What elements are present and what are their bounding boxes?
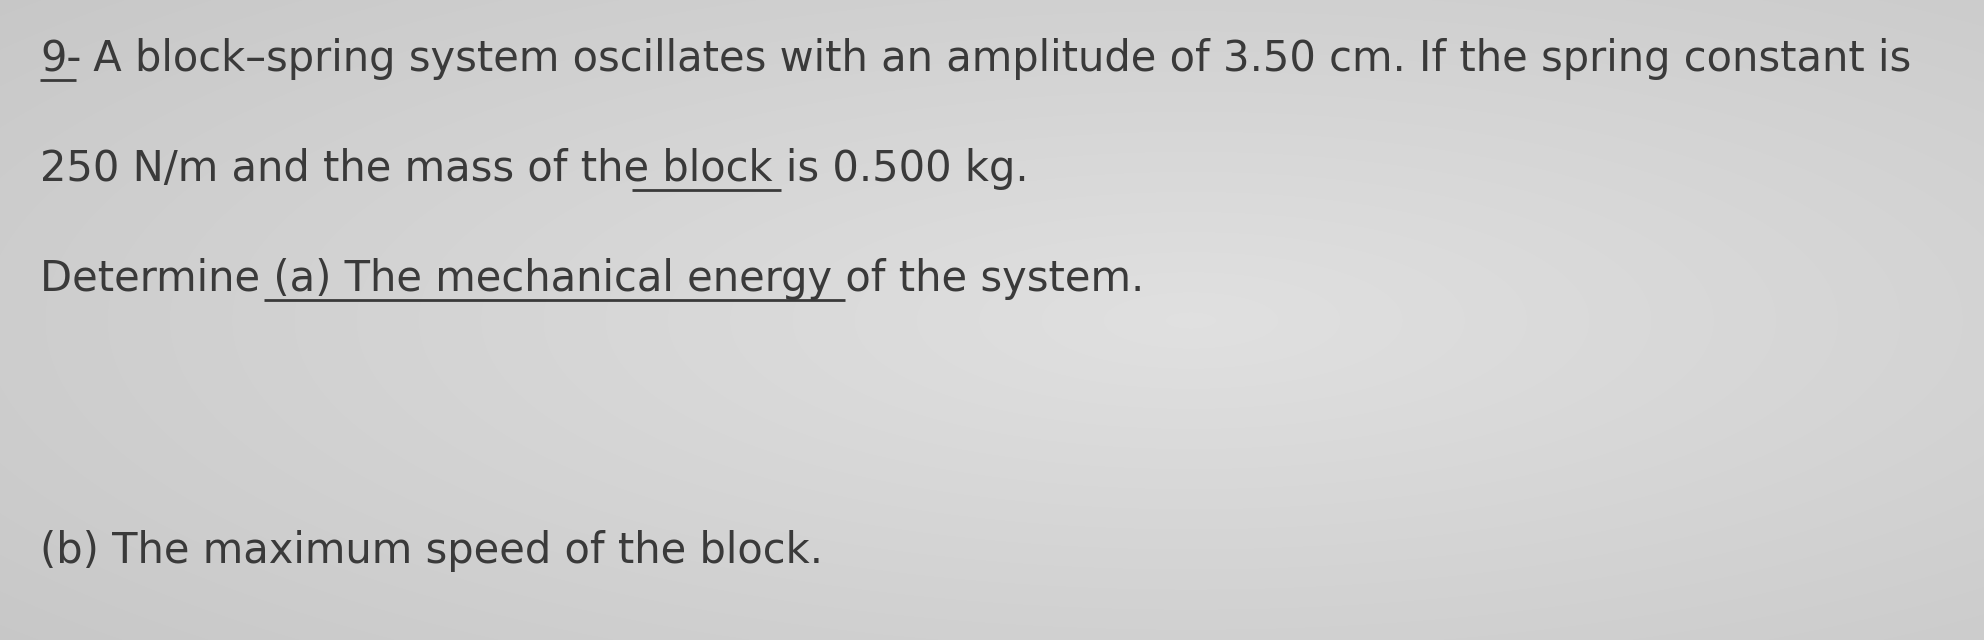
Text: (b) The maximum speed of the block.: (b) The maximum speed of the block. [40,530,823,572]
Text: 250 N/m and the mass of the block is 0.500 kg.: 250 N/m and the mass of the block is 0.5… [40,148,1028,190]
Text: A block–spring system oscillates with an amplitude of 3.50 cm. If the spring con: A block–spring system oscillates with an… [79,38,1911,80]
Text: Determine (a) The mechanical energy of the system.: Determine (a) The mechanical energy of t… [40,258,1145,300]
Text: 9-: 9- [40,38,81,80]
